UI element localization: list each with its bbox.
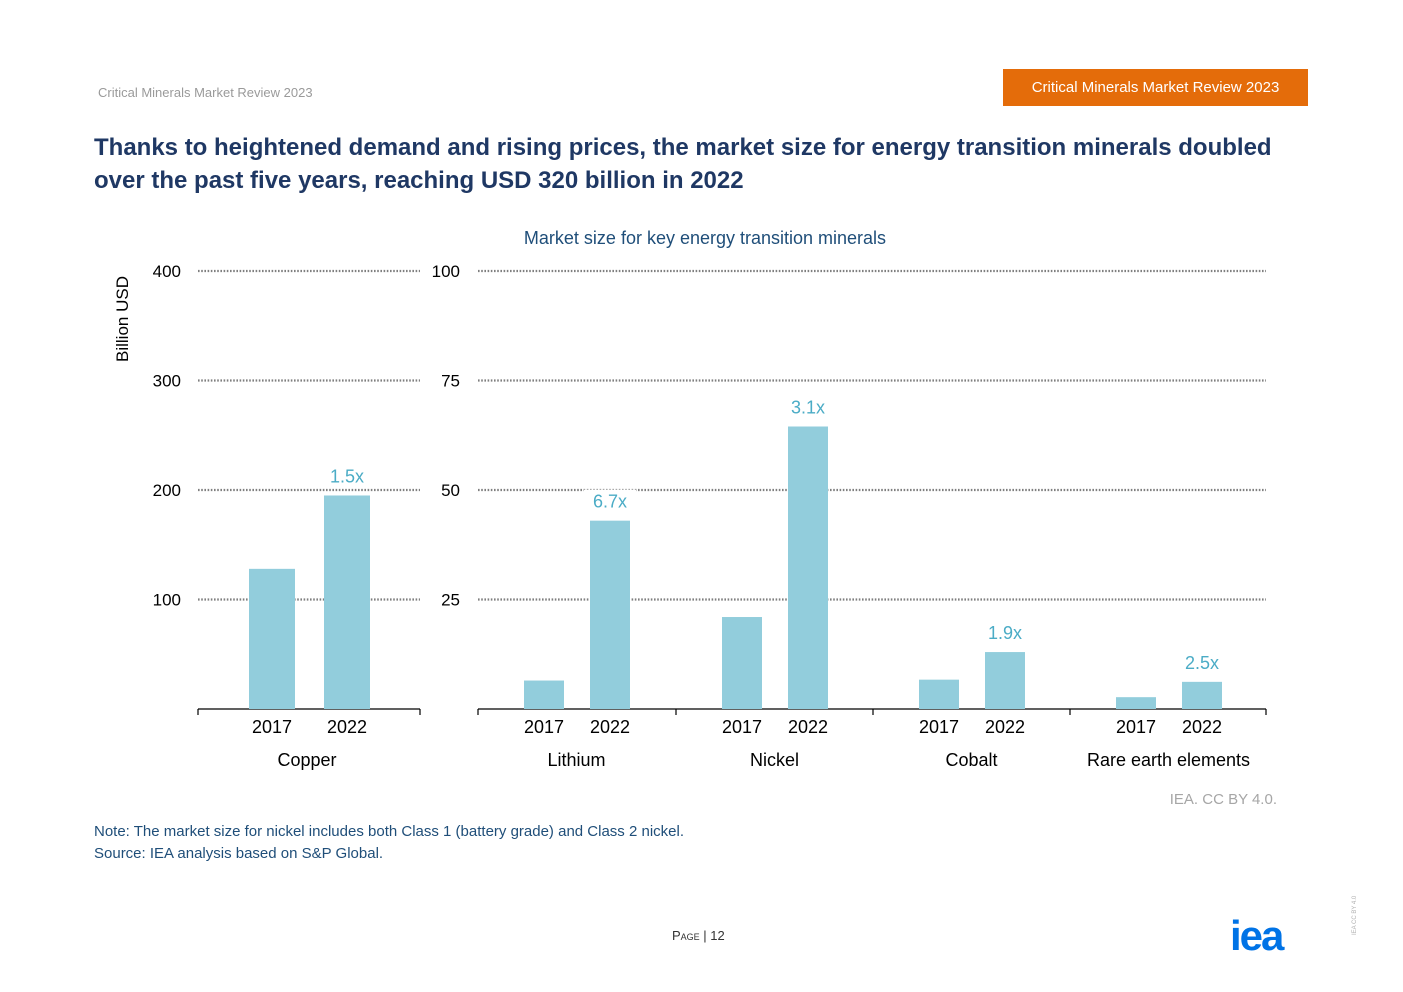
- y-tick-label: 200: [153, 481, 181, 500]
- bar-lithium-2022: [590, 520, 630, 709]
- x-tick-label: 2022: [590, 717, 630, 737]
- x-tick-label: 2017: [919, 717, 959, 737]
- y-tick-label: 100: [432, 262, 460, 281]
- chart-credit: IEA. CC BY 4.0.: [1169, 791, 1277, 808]
- page-headline: Thanks to heightened demand and rising p…: [94, 134, 1272, 194]
- y-tick-label: 400: [153, 262, 181, 281]
- y-tick-label: 300: [153, 372, 181, 391]
- x-tick-label: 2017: [722, 717, 762, 737]
- bar-nickel-2022: [788, 426, 828, 709]
- x-tick-label: 2017: [1116, 717, 1156, 737]
- group-label-lithium: Lithium: [547, 750, 605, 770]
- x-tick-label: 2022: [1182, 717, 1222, 737]
- data-label-backdrop: [584, 489, 636, 514]
- data-label-multiplier: 1.5x: [330, 466, 364, 486]
- y-tick-label: 75: [441, 372, 460, 391]
- data-label-multiplier: 1.9x: [988, 623, 1022, 643]
- x-tick-label: 2017: [524, 717, 564, 737]
- iea-logo: iea: [1230, 917, 1287, 957]
- iea-logo-text: iea: [1230, 917, 1285, 957]
- note-text: Note: The market size for nickel include…: [94, 823, 684, 840]
- bar-copper-2022: [324, 495, 370, 709]
- header-report-title: Critical Minerals Market Review 2023: [98, 85, 313, 100]
- bar-lithium-2017: [524, 680, 564, 709]
- page-number-value: 12: [710, 928, 725, 943]
- data-label-multiplier: 6.7x: [593, 492, 627, 512]
- y-tick-label: 100: [153, 591, 181, 610]
- group-label-nickel: Nickel: [750, 750, 799, 770]
- data-label-multiplier: 3.1x: [791, 397, 825, 417]
- data-label-backdrop: [321, 464, 373, 489]
- x-tick-label: 2017: [252, 717, 292, 737]
- data-label-backdrop: [782, 395, 834, 420]
- bar-cobalt-2022: [985, 652, 1025, 709]
- data-label-backdrop: [1176, 650, 1228, 675]
- data-label-backdrop: [979, 621, 1031, 646]
- group-label-copper: Copper: [277, 750, 336, 770]
- bar-rare-earth-elements-2022: [1182, 681, 1222, 709]
- bar-rare-earth-elements-2017: [1116, 697, 1156, 709]
- page-number: Page | 12: [672, 928, 725, 943]
- bar-nickel-2017: [722, 617, 762, 709]
- license-side-tag: IEA CC BY 4.0: [1352, 895, 1358, 935]
- data-label-multiplier: 2.5x: [1185, 653, 1219, 673]
- source-text: Source: IEA analysis based on S&P Global…: [94, 845, 384, 862]
- bar-copper-2017: [249, 568, 295, 709]
- chart-title: Market size for key energy transition mi…: [524, 228, 886, 248]
- x-tick-label: 2022: [788, 717, 828, 737]
- y-tick-label: 25: [441, 591, 460, 610]
- y-axis-label: Billion USD: [113, 276, 132, 362]
- group-label-cobalt: Cobalt: [945, 750, 997, 770]
- bar-cobalt-2017: [919, 679, 959, 709]
- header-report-badge: Critical Minerals Market Review 2023: [1003, 69, 1308, 106]
- x-tick-label: 2022: [985, 717, 1025, 737]
- footnotes: Note: The market size for nickel include…: [94, 821, 684, 865]
- group-label-rare-earth-elements: Rare earth elements: [1087, 750, 1250, 770]
- x-tick-label: 2022: [327, 717, 367, 737]
- y-tick-label: 50: [441, 481, 460, 500]
- page-label: Page: [672, 928, 700, 943]
